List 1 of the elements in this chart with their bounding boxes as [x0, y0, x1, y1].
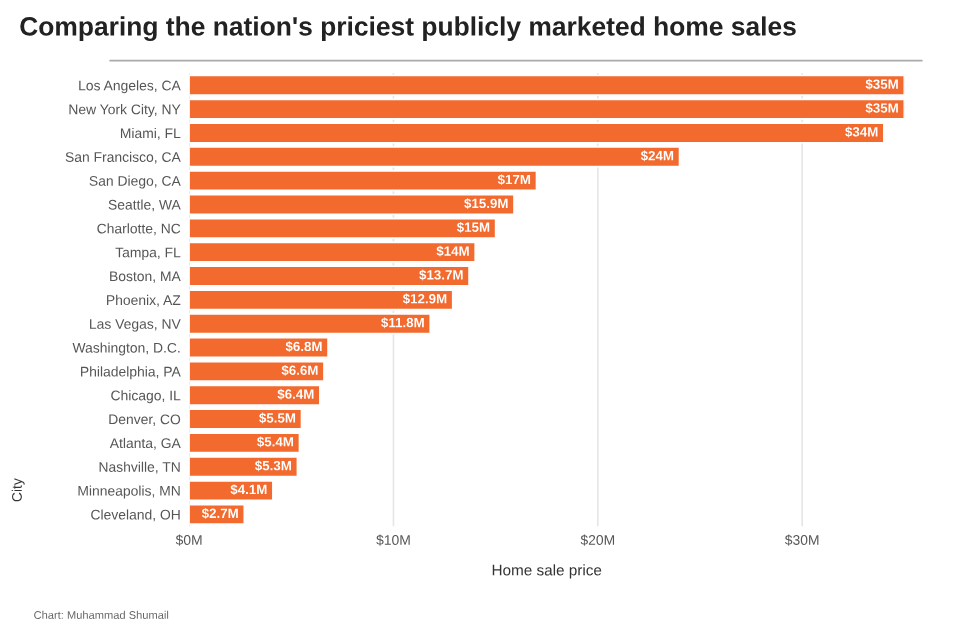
chart-title: Comparing the nation's priciest publicly marketed home sales: [20, 16, 796, 42]
